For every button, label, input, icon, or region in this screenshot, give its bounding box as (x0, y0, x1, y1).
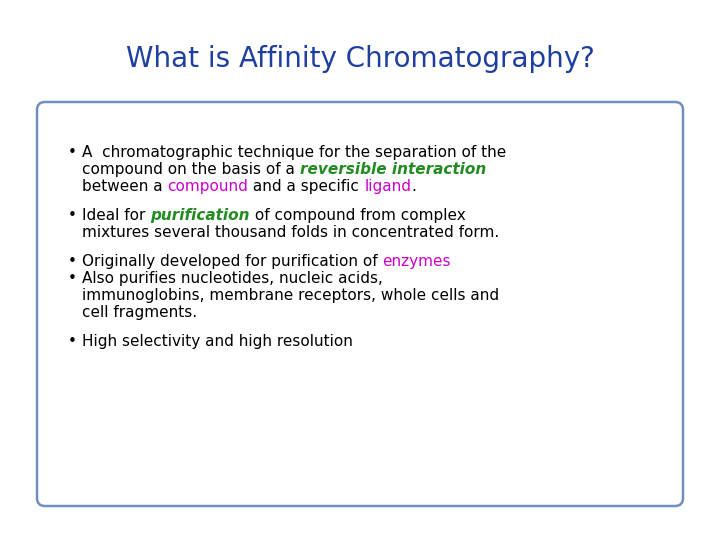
Text: and a specific: and a specific (248, 179, 364, 194)
Text: Ideal for: Ideal for (82, 208, 150, 223)
Text: •: • (68, 254, 77, 269)
Text: Originally developed for purification of: Originally developed for purification of (82, 254, 382, 269)
Text: immunoglobins, membrane receptors, whole cells and: immunoglobins, membrane receptors, whole… (82, 288, 499, 303)
Text: mixtures several thousand folds in concentrated form.: mixtures several thousand folds in conce… (82, 225, 499, 240)
Text: High selectivity and high resolution: High selectivity and high resolution (82, 334, 353, 349)
Text: .: . (411, 179, 416, 194)
Text: •: • (68, 145, 77, 160)
Text: between a: between a (82, 179, 168, 194)
Text: purification: purification (150, 208, 250, 223)
Text: •: • (68, 271, 77, 286)
Text: •: • (68, 334, 77, 349)
Text: Also purifies nucleotides, nucleic acids,: Also purifies nucleotides, nucleic acids… (82, 271, 383, 286)
Text: of compound from complex: of compound from complex (250, 208, 466, 223)
Text: A  chromatographic technique for the separation of the: A chromatographic technique for the sepa… (82, 145, 506, 160)
Text: cell fragments.: cell fragments. (82, 305, 197, 320)
FancyBboxPatch shape (37, 102, 683, 506)
Text: •: • (68, 208, 77, 223)
Text: compound: compound (168, 179, 248, 194)
Text: What is Affinity Chromatography?: What is Affinity Chromatography? (125, 45, 595, 73)
Text: reversible interaction: reversible interaction (300, 162, 486, 177)
Text: ligand: ligand (364, 179, 411, 194)
Text: compound on the basis of a: compound on the basis of a (82, 162, 300, 177)
Text: enzymes: enzymes (382, 254, 451, 269)
